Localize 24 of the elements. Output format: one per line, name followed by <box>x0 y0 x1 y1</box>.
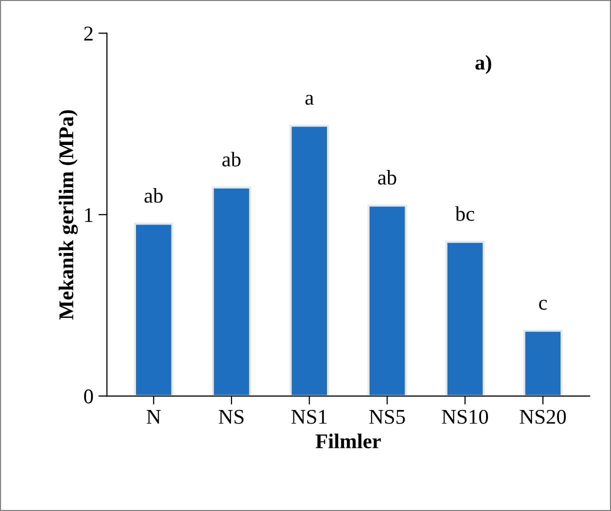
x-tick-label: NS <box>218 410 244 424</box>
bar <box>134 222 174 396</box>
x-tick-label: NS5 <box>369 410 405 424</box>
bar <box>367 204 407 396</box>
x-tick-label: NS10 <box>442 410 488 424</box>
bar <box>523 330 563 396</box>
annotation: a <box>305 94 314 105</box>
annotation: ab <box>222 152 241 167</box>
annotation: ab <box>378 170 396 185</box>
bar <box>212 186 252 396</box>
y-tick-label: 2 <box>84 26 93 40</box>
annotation: bc <box>455 206 474 221</box>
annotation: ab <box>144 188 163 203</box>
annotation: a) <box>475 55 492 74</box>
annotation: c <box>539 300 547 310</box>
x-tick-label: NS1 <box>291 410 327 424</box>
bar <box>290 124 330 396</box>
x-tick-label: NS20 <box>520 410 566 424</box>
y-tick-label: 0 <box>84 389 93 404</box>
x-axis-title: Filmler <box>316 434 381 448</box>
y-tick-label: 1 <box>85 208 92 222</box>
y-axis-title: Mekanik gerilim (MPa) <box>58 110 78 320</box>
bar <box>445 240 485 396</box>
x-tick-label: N <box>146 410 161 424</box>
